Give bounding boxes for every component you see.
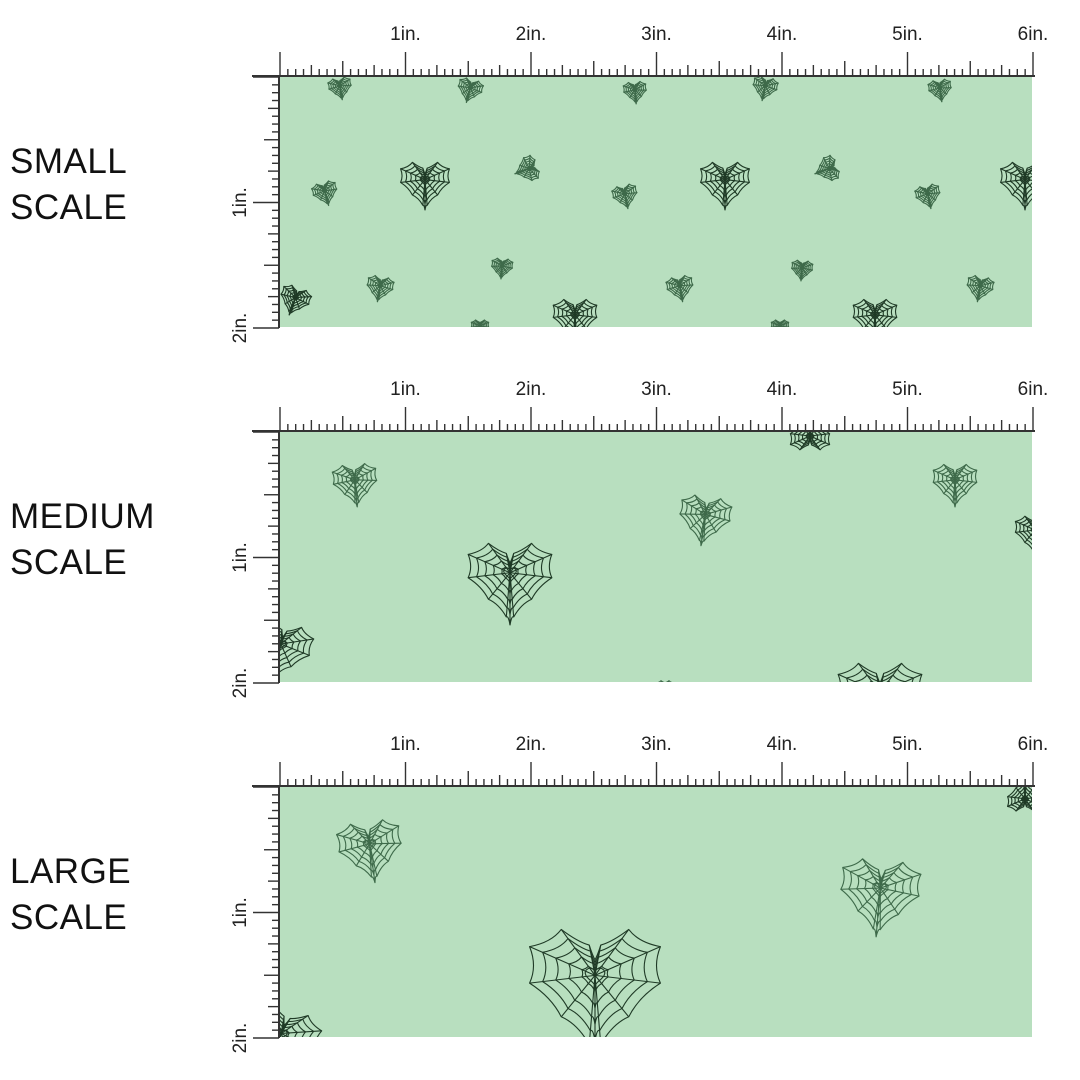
heart-spiderweb-icon <box>840 858 922 938</box>
heart-spiderweb-icon <box>470 319 490 327</box>
medium-scale-panel: MEDIUM SCALE 1in. 2in. 3in. 4in. 5in. 6in. 1in… <box>0 355 1080 705</box>
heart-spiderweb-icon <box>837 662 923 682</box>
ruler-label: 1in. <box>390 24 421 45</box>
ruler-label: 6in. <box>1018 24 1049 45</box>
spiderweb-pattern <box>280 787 1032 1037</box>
heart-spiderweb-icon <box>932 463 978 508</box>
heart-spiderweb-icon <box>491 257 514 280</box>
heart-spiderweb-icon <box>966 274 995 303</box>
fabric-swatch <box>280 77 1032 327</box>
ruler: 1in. 2in. 3in. 4in. 5in. 6in. 1in. 2in. <box>230 379 1049 699</box>
heart-spiderweb-icon <box>770 319 790 327</box>
small-scale-panel: SMALL SCALE 1in. 2in. 3in. 4in. 5in. 6in. 1in.… <box>0 0 1080 350</box>
ruler: 1in. 2in. 3in. 4in. 5in. 6in. 1in. 2in. <box>230 24 1049 344</box>
ruler-label: 6in. <box>1018 379 1049 400</box>
ruler-label: 2in. <box>230 1023 251 1054</box>
ruler-label: 3in. <box>641 379 672 400</box>
spiderweb-pattern <box>280 77 1032 327</box>
ruler-label: 1in. <box>390 379 421 400</box>
heart-spiderweb-icon <box>1014 515 1032 550</box>
heart-spiderweb-icon <box>552 298 598 327</box>
ruler-label: 2in. <box>516 379 547 400</box>
ruler-label: 1in. <box>390 734 421 755</box>
ruler-label: 2in. <box>516 24 547 45</box>
ruler-label: 2in. <box>230 313 251 344</box>
heart-spiderweb-icon <box>852 298 898 327</box>
ruler-label: 3in. <box>641 24 672 45</box>
ruler-label: 3in. <box>641 734 672 755</box>
ruler-label: 1in. <box>230 897 251 928</box>
fabric-swatch <box>280 432 1032 682</box>
scale-label: SMALL SCALE <box>10 142 128 227</box>
ruler-label: 1in. <box>230 187 251 218</box>
heart-spiderweb-icon <box>280 284 313 316</box>
heart-spiderweb-icon <box>752 77 779 102</box>
ruler-label: 4in. <box>767 379 798 400</box>
ruler-label: 4in. <box>767 734 798 755</box>
fabric-swatch <box>280 787 1032 1037</box>
ruler: 1in. 2in. 3in. 4in. 5in. 6in. 1in. 2in. <box>230 734 1049 1054</box>
large-scale-panel: LARGE SCALE 1in. 2in. 3in. 4in. 5in. 6in. 1in.… <box>0 710 1080 1060</box>
heart-spiderweb-icon <box>791 259 814 282</box>
ruler-label: 5in. <box>892 379 923 400</box>
heart-spiderweb-icon <box>1007 787 1032 812</box>
heart-spiderweb-icon <box>789 432 831 451</box>
heart-spiderweb-icon <box>665 274 694 303</box>
ruler-label: 4in. <box>767 24 798 45</box>
heart-spiderweb-icon <box>514 154 540 182</box>
heart-spiderweb-icon <box>331 463 378 508</box>
heart-spiderweb-icon <box>657 680 673 682</box>
heart-spiderweb-icon <box>457 77 485 104</box>
ruler-label: 5in. <box>892 24 923 45</box>
scale-label: MEDIUM SCALE <box>10 497 155 582</box>
heart-spiderweb-icon <box>327 77 352 101</box>
heart-spiderweb-icon <box>611 183 638 210</box>
heart-spiderweb-icon <box>310 180 338 207</box>
scale-label: LARGE SCALE <box>10 852 132 937</box>
ruler-label: 1in. <box>230 542 251 573</box>
heart-spiderweb-icon <box>700 161 750 211</box>
heart-spiderweb-icon <box>927 78 952 103</box>
ruler-label: 5in. <box>892 734 923 755</box>
heart-spiderweb-icon <box>366 274 395 303</box>
heart-spiderweb-icon <box>1000 161 1032 211</box>
heart-spiderweb-icon <box>335 819 402 884</box>
ruler-label: 6in. <box>1018 734 1049 755</box>
heart-spiderweb-icon <box>529 928 661 1037</box>
ruler-label: 2in. <box>230 668 251 699</box>
heart-spiderweb-icon <box>679 494 733 547</box>
heart-spiderweb-icon <box>280 618 315 682</box>
heart-spiderweb-icon <box>622 80 647 105</box>
heart-spiderweb-icon <box>280 1001 323 1037</box>
heart-spiderweb-icon <box>400 161 450 211</box>
ruler-label: 2in. <box>516 734 547 755</box>
heart-spiderweb-icon <box>467 542 553 626</box>
spiderweb-pattern <box>280 432 1032 682</box>
heart-spiderweb-icon <box>814 154 840 182</box>
heart-spiderweb-icon <box>914 183 941 210</box>
